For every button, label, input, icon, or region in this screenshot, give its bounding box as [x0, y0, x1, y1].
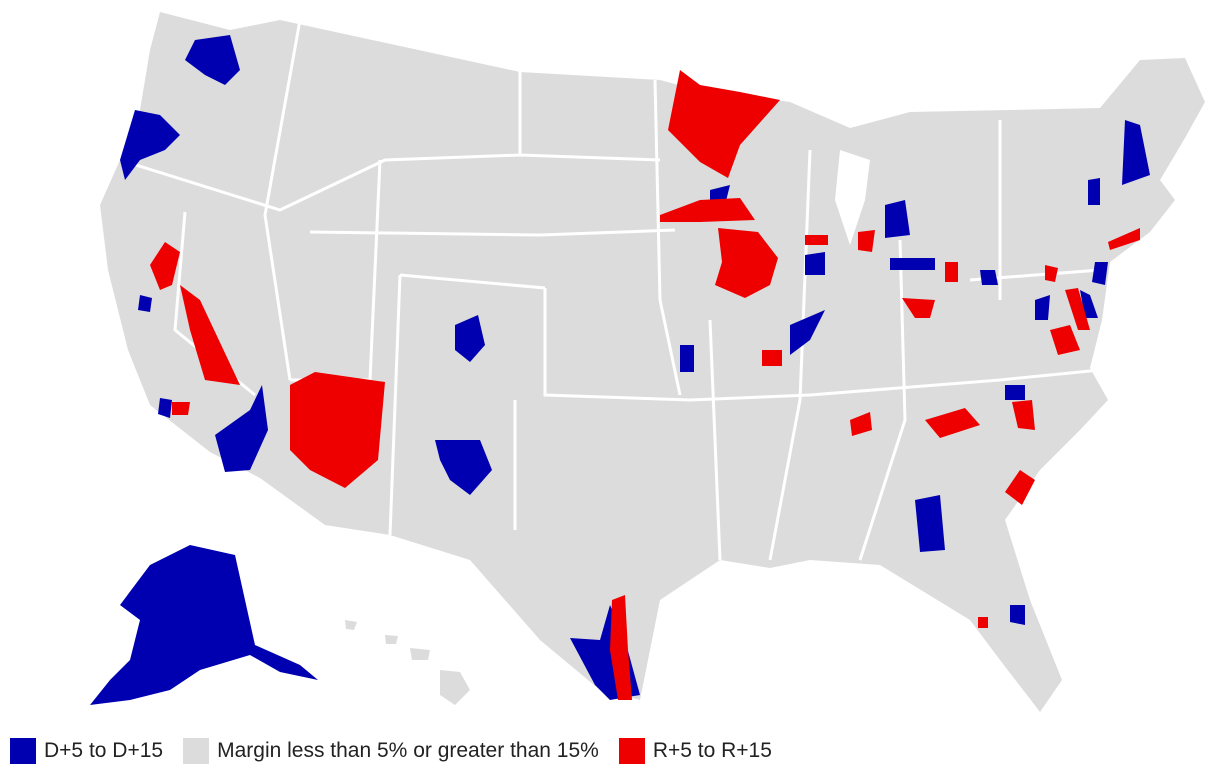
district-california-northeast	[150, 242, 180, 290]
hawaii-island	[345, 620, 357, 630]
border-line	[543, 288, 691, 402]
district-nevada-california-border	[180, 285, 240, 385]
district-wisconsin	[805, 252, 825, 275]
district-california-south-coast	[172, 402, 190, 415]
district-new-york-long-island	[1108, 228, 1140, 250]
us-district-map	[90, 12, 1205, 712]
district-missouri-central	[762, 350, 782, 366]
district-new-hampshire	[1122, 120, 1150, 185]
alaska-region	[90, 545, 318, 705]
hawaii-island	[385, 635, 398, 644]
district-iowa-east	[715, 228, 778, 298]
contiguous-us-region	[100, 12, 1205, 712]
border-line	[399, 273, 546, 290]
border-line	[263, 19, 302, 381]
district-west-virginia	[1035, 295, 1050, 320]
district-michigan-west	[858, 230, 875, 252]
district-illinois-central	[790, 310, 825, 355]
legend: D+5 to D+15 Margin less than 5% or great…	[10, 736, 792, 766]
alaska-district	[90, 545, 318, 705]
republican-districts	[150, 70, 1140, 700]
district-texas-south-coast	[610, 595, 632, 700]
district-oregon-portland	[120, 110, 180, 180]
great-lakes-gap	[835, 150, 870, 245]
district-georgia-south	[915, 495, 945, 552]
district-pennsylvania-west	[980, 270, 998, 285]
border-line	[309, 228, 676, 237]
district-minnesota-south	[660, 198, 755, 222]
contiguous-us-landmass	[100, 12, 1205, 712]
district-utah-salt-lake	[455, 315, 485, 362]
district-washington-seattle	[185, 35, 240, 85]
hawaii-region	[345, 620, 470, 705]
legend-swatch-democrat	[10, 738, 36, 764]
district-ohio-south	[902, 298, 935, 318]
border-line	[653, 79, 682, 396]
legend-item-neutral: Margin less than 5% or greater than 15%	[183, 738, 599, 764]
hawaii-island	[440, 670, 470, 705]
district-new-mexico-albuquerque	[435, 440, 492, 495]
district-kansas-city	[680, 345, 694, 372]
district-michigan-central	[885, 200, 910, 238]
legend-item-democrat: D+5 to D+15	[10, 738, 163, 764]
district-california-coast	[158, 398, 172, 418]
district-new-york	[1088, 178, 1100, 205]
legend-swatch-republican	[618, 738, 645, 764]
legend-label-democrat: D+5 to D+15	[44, 739, 164, 762]
district-tennessee-west	[850, 412, 872, 436]
district-virginia-central	[1050, 325, 1080, 355]
border-line	[708, 319, 722, 561]
district-california-central	[138, 295, 152, 312]
legend-item-republican: R+5 to R+15	[618, 738, 772, 764]
district-pennsylvania-east	[1045, 265, 1058, 282]
legend-label-republican: R+5 to R+15	[652, 739, 772, 762]
district-north-carolina	[1005, 385, 1025, 400]
hawaii-island	[410, 648, 430, 660]
district-wisconsin-central	[805, 235, 828, 245]
district-maryland	[1065, 288, 1090, 330]
district-south-carolina-coast	[1005, 470, 1035, 505]
legend-label-neutral: Margin less than 5% or greater than 15%	[217, 739, 599, 762]
district-florida-west	[978, 617, 988, 628]
district-arizona-north	[290, 372, 385, 488]
border-line	[388, 274, 402, 536]
district-ohio-north	[890, 258, 935, 270]
district-kentucky-east	[925, 408, 980, 438]
border-line	[768, 149, 812, 561]
district-ohio-northeast	[945, 262, 958, 282]
district-north-carolina-central	[1012, 400, 1035, 430]
border-line	[858, 239, 907, 561]
district-new-jersey	[1092, 262, 1108, 285]
district-california-south	[215, 385, 268, 472]
legend-swatch-neutral	[183, 738, 210, 764]
district-minnesota-north	[668, 70, 780, 178]
border-line	[119, 153, 661, 212]
district-florida-central	[1010, 605, 1025, 625]
